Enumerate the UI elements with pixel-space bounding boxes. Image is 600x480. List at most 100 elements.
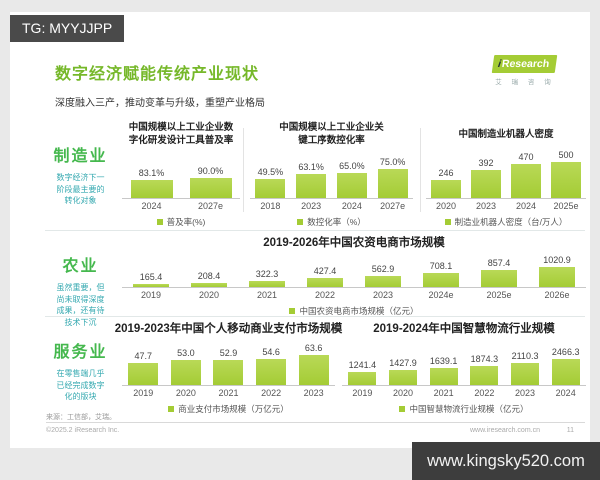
- bar-group: 392: [466, 158, 506, 198]
- section-services-label: 服务业: [53, 344, 108, 361]
- x-tick-label: 2019: [140, 290, 162, 300]
- bar-value-label: 52.9: [219, 348, 238, 358]
- bar-value-label: 75.0%: [379, 157, 406, 167]
- vertical-divider: [243, 128, 244, 212]
- bar: [365, 276, 401, 287]
- x-axis: 2020 2023 2024 2025e: [426, 198, 586, 213]
- bar-group: 208.4: [180, 271, 238, 287]
- bar-value-label: 246: [438, 168, 454, 178]
- bar-value-label: 2466.3: [551, 347, 580, 357]
- x-tick-label: 2020: [392, 388, 414, 398]
- bar: [255, 179, 286, 198]
- bar: [377, 169, 408, 198]
- bar-group: 65.0%: [332, 161, 373, 198]
- report-page: 数字经济赋能传统产业现状 深度融入三产，推动变革与升级，重塑产业格局 iRese…: [10, 12, 590, 448]
- chart-title-box: 2019-2024年中国智慧物流行业规模: [342, 320, 586, 335]
- bar-group: 49.5%: [250, 167, 291, 198]
- bar-group: 47.7: [122, 351, 165, 385]
- bar-group: 470: [506, 152, 546, 198]
- bar-value-label: 54.6: [262, 347, 280, 357]
- bar: [511, 164, 541, 198]
- bar: [431, 180, 461, 198]
- bar: [296, 174, 327, 198]
- x-tick-label: 2023: [303, 388, 324, 398]
- legend: 数控化率（%）: [250, 217, 413, 227]
- chart-robot-density: 中国制造业机器人密度 246 392 470 500 2020 2023 2024 2025e 制…: [426, 120, 586, 227]
- x-tick-label: 2020: [435, 201, 457, 211]
- bar: [429, 368, 458, 385]
- row-divider: [45, 316, 585, 317]
- bar-group: 1020.9: [528, 255, 586, 287]
- x-tick-label: 2027e: [380, 201, 406, 211]
- bar-value-label: 857.4: [487, 258, 511, 268]
- bar-value-label: 63.1%: [298, 162, 324, 172]
- x-tick-label: 2025e: [486, 290, 512, 300]
- legend-label: 制造业机器人密度（台/万人）: [454, 217, 568, 227]
- bar: [551, 162, 581, 198]
- legend-label: 商业支付市场规模（万亿元）: [178, 404, 289, 414]
- chart-title-box: 2019-2026年中国农资电商市场规模: [122, 234, 586, 249]
- bar-group: 54.6: [250, 347, 293, 385]
- x-axis: 2019 2020 2021 2022 2023 2024: [342, 385, 586, 400]
- x-tick-label: 2023: [301, 201, 322, 211]
- bar-group: 2110.3: [505, 351, 546, 385]
- bar-group: 52.9: [207, 348, 250, 385]
- section-manufacturing-note: 数字经济下一 阶段最主要的 转化对象: [56, 173, 105, 205]
- bar: [130, 180, 173, 198]
- bar-value-label: 1639.1: [429, 356, 458, 366]
- legend-swatch: [156, 219, 163, 225]
- bar-group: 1874.3: [464, 354, 505, 385]
- legend-label: 普及率(%): [166, 217, 206, 227]
- bar-group: 857.4: [470, 258, 528, 287]
- bar-group: 165.4: [122, 272, 180, 287]
- x-tick-label: 2024: [515, 201, 537, 211]
- bar: [511, 363, 540, 385]
- legend-swatch: [168, 406, 175, 412]
- bar-value-label: 708.1: [429, 261, 453, 271]
- bar: [307, 278, 343, 287]
- chart-mobile-payment-market: 2019-2023年中国个人移动商业支付市场规模 47.7 53.0 52.9 54.6…: [115, 320, 343, 415]
- row-divider: [45, 230, 585, 231]
- bar-value-label: 1020.9: [543, 255, 571, 265]
- bar-value-label: 1241.4: [348, 360, 377, 370]
- x-axis: 2019 2020 2021 2022 2023 2024e 2025e 2026e: [122, 287, 586, 302]
- chart-digital-rd-tool-penetration: 中国规模以上工业企业数 字化研发设计工具普及率 83.1% 90.0% 2024 202…: [122, 120, 240, 227]
- x-tick-label: 2022: [474, 388, 495, 398]
- chart-title: 2019-2023年中国个人移动商业支付市场规模: [114, 322, 343, 335]
- bar-group: 562.9: [354, 264, 412, 287]
- x-tick-label: 2023: [475, 201, 497, 211]
- legend-label: 中国农资电商市场规模（亿元）: [299, 306, 419, 316]
- x-axis: 2019 2020 2021 2022 2023: [122, 385, 335, 400]
- bar: [336, 173, 367, 198]
- bar: [481, 270, 517, 287]
- copyright-text: ©2025.2 iResearch Inc.: [46, 427, 120, 434]
- section-agriculture: 农业 虽然重要，但 尚未取得深度 成果，还有待 技术下沉: [38, 252, 123, 328]
- bar-group: 708.1: [412, 261, 470, 287]
- bar-group: 246: [426, 168, 466, 198]
- bar-value-label: 470: [518, 152, 534, 162]
- x-tick-label: 2021: [218, 388, 239, 398]
- bar: [191, 283, 227, 287]
- vertical-divider: [420, 128, 421, 212]
- bar-value-label: 392: [478, 158, 494, 168]
- bar: [213, 360, 244, 385]
- x-tick-label: 2024: [555, 388, 576, 398]
- x-tick-label: 2020: [198, 290, 220, 300]
- x-axis: 2024 2027e: [122, 198, 240, 213]
- bar-group: 1639.1: [423, 356, 464, 385]
- section-agriculture-label: 农业: [62, 258, 99, 275]
- source-note: 来源：工信部，艾瑞。: [46, 414, 116, 421]
- bar: [128, 363, 159, 385]
- chart-title: 中国规模以上工业企业关 键工序数控化率: [279, 122, 384, 146]
- chart-title: 2019-2024年中国智慧物流行业规模: [373, 322, 555, 335]
- legend-swatch: [399, 406, 406, 412]
- chart-plot: 83.1% 90.0%: [122, 148, 240, 198]
- chart-title: 中国制造业机器人密度: [458, 128, 554, 140]
- chart-title-box: 中国规模以上工业企业关 键工序数控化率: [250, 120, 413, 148]
- bar: [423, 273, 459, 287]
- bar-group: 1241.4: [342, 360, 383, 385]
- bar: [256, 359, 287, 385]
- legend-swatch: [289, 308, 296, 314]
- x-axis: 2018 2023 2024 2027e: [250, 198, 413, 213]
- legend: 商业支付市场规模（万亿元）: [122, 404, 335, 414]
